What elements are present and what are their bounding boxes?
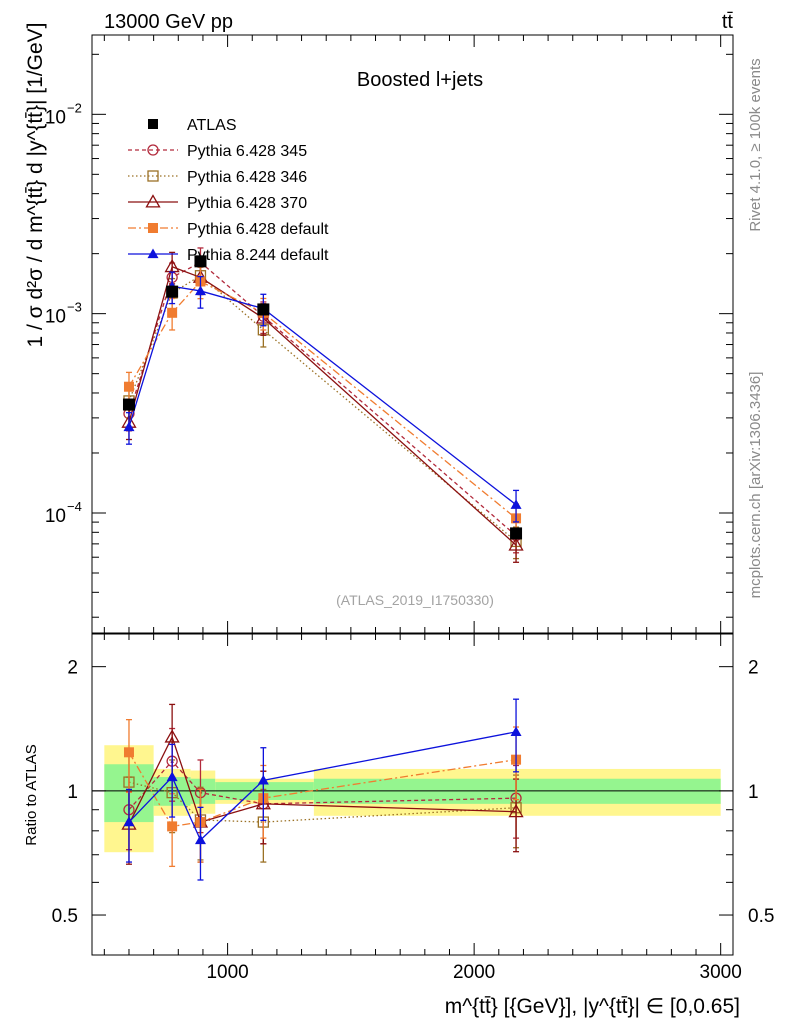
y-axis-title: 1 / σ d²σ / d m^{tt̄} d |y^{tt̄}| [1/GeV… xyxy=(24,22,47,347)
x-axis-title: m^{tt̄} [{GeV}], |y^{tt̄}| ∈ [0,0.65] xyxy=(445,995,740,1018)
marker-open-triangle xyxy=(508,803,524,818)
marker-filled-triangle xyxy=(166,771,178,782)
marker-filled-triangle xyxy=(194,834,206,845)
marker-square xyxy=(123,381,134,392)
marker-square xyxy=(123,747,134,758)
marker-open-triangle xyxy=(145,194,161,208)
ratio-tick-label-right: 2 xyxy=(748,658,759,679)
marker-square xyxy=(167,821,178,832)
analysis-id: (ATLAS_2019_I1750330) xyxy=(336,592,494,608)
series-atlas xyxy=(122,255,523,540)
y-tick-label: 10 xyxy=(45,506,66,527)
y-tick-exponent: −2 xyxy=(67,100,82,115)
ratio-tick-label: 0.5 xyxy=(52,906,78,927)
chart-title: Boosted l+jets xyxy=(357,69,483,91)
marker-filled-triangle xyxy=(123,421,135,432)
y-tick-exponent: −4 xyxy=(67,499,82,514)
marker-open-triangle xyxy=(164,729,180,743)
marker-filled-triangle xyxy=(194,285,206,296)
y-tick-label: 10 xyxy=(45,307,66,328)
marker-square xyxy=(148,119,158,129)
marker-filled-triangle xyxy=(257,774,269,785)
data-series xyxy=(121,247,524,881)
x-tick-label: 2000 xyxy=(453,962,495,983)
marker-square xyxy=(167,307,178,318)
legend-entry: Pythia 6.428 default xyxy=(128,221,329,238)
ratio-tick-label-right: 1 xyxy=(748,782,759,803)
legend-entry: Pythia 8.244 default xyxy=(128,247,329,264)
ratio-tick-label: 1 xyxy=(67,782,78,803)
marker-filled-triangle xyxy=(510,726,522,736)
rivet-version: Rivet 4.1.0, ≥ 100k events xyxy=(747,58,764,231)
legend-label: Pythia 6.428 default xyxy=(187,221,329,238)
marker-square xyxy=(148,223,158,233)
x-tick-label: 3000 xyxy=(700,962,742,983)
marker-open-circle xyxy=(147,144,159,156)
legend: ATLAS Pythia 6.428 345 Pythia 6.428 346 Pyt… xyxy=(128,117,329,264)
marker-square xyxy=(510,527,523,540)
marker-square xyxy=(194,255,207,268)
legend-label: Pythia 6.428 346 xyxy=(187,169,307,186)
marker-open-square xyxy=(147,170,159,182)
legend-label: ATLAS xyxy=(187,117,237,134)
marker-square xyxy=(166,285,179,298)
series-line xyxy=(128,280,517,519)
ratio-tick-label: 2 xyxy=(67,658,78,679)
legend-label: Pythia 8.244 default xyxy=(187,247,329,264)
header-left: 13000 GeV pp xyxy=(104,11,233,33)
y-tick-exponent: −3 xyxy=(67,300,82,315)
legend-label: Pythia 6.428 345 xyxy=(187,143,307,160)
mcplots-credit: mcplots.cern.ch [arXiv:1306.3436] xyxy=(747,372,764,599)
ratio-plot-frame xyxy=(91,633,734,956)
legend-entry: Pythia 6.428 345 xyxy=(128,143,307,160)
marker-filled-triangle xyxy=(510,499,522,509)
main-plot-frame xyxy=(91,34,734,634)
ratio-tick-label-right: 0.5 xyxy=(748,906,774,927)
y-tick-label: 10 xyxy=(45,107,66,128)
header-right: tt̄ xyxy=(722,11,734,33)
legend-entry: ATLAS xyxy=(148,117,237,134)
marker-open-triangle xyxy=(508,537,524,551)
legend-entry: Pythia 6.428 370 xyxy=(128,194,307,212)
ratio-y-axis-title: Ratio to ATLAS xyxy=(23,744,40,845)
legend-label: Pythia 6.428 370 xyxy=(187,195,307,212)
x-tick-label: 1000 xyxy=(206,962,248,983)
marker-square xyxy=(257,303,270,316)
marker-filled-triangle xyxy=(123,816,135,827)
marker-square xyxy=(122,398,135,411)
legend-entry: Pythia 6.428 346 xyxy=(128,169,307,186)
marker-filled-triangle xyxy=(147,248,159,259)
